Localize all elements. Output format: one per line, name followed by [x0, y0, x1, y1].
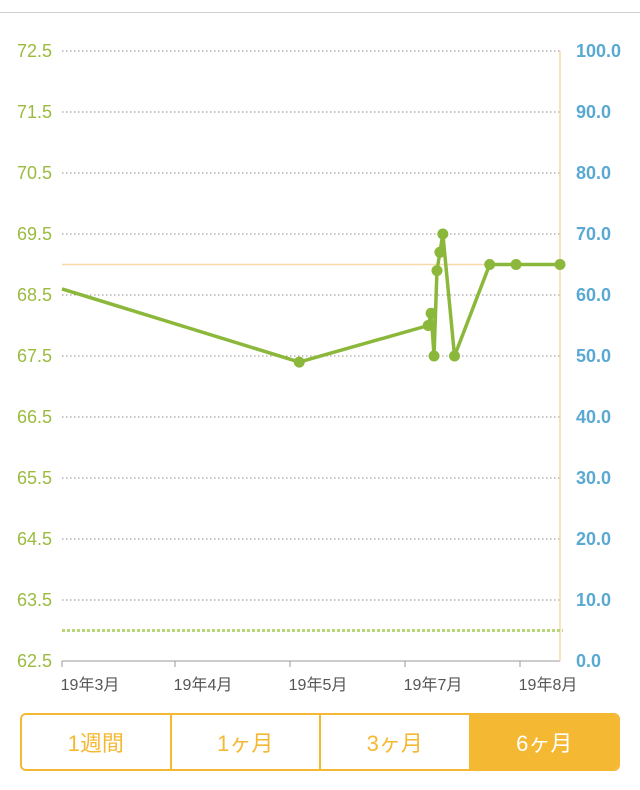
data-point [554, 259, 566, 270]
y-left-tick-label: 70.5 [17, 163, 52, 183]
data-point [425, 307, 437, 319]
y-left-tick-label: 65.5 [17, 468, 52, 488]
period-selector: 1週間 1ヶ月 3ヶ月 6ヶ月 [20, 713, 620, 771]
y-right-tick-label: 80.0 [576, 163, 611, 183]
period-1-month-button[interactable]: 1ヶ月 [171, 715, 321, 769]
data-point [437, 228, 449, 240]
y-right-tick-label: 70.0 [576, 224, 611, 244]
y-left-tick-label: 64.5 [17, 529, 52, 549]
y-right-tick-label: 90.0 [576, 102, 611, 122]
y-right-tick-label: 0.0 [576, 651, 601, 671]
y-left-tick-label: 72.5 [17, 41, 52, 61]
data-point [431, 265, 443, 277]
series-line [61, 232, 560, 364]
y-left-tick-label: 62.5 [17, 651, 52, 671]
x-tick-label: 19年4月 [174, 676, 233, 694]
top-bar [0, 0, 640, 13]
period-3-months-button[interactable]: 3ヶ月 [321, 715, 471, 769]
data-point [449, 350, 461, 362]
period-6-months-button[interactable]: 6ヶ月 [470, 715, 618, 769]
y-right-tick-label: 10.0 [576, 590, 611, 610]
y-left-tick-label: 63.5 [17, 590, 52, 610]
data-point [293, 356, 305, 368]
y-right-tick-label: 40.0 [576, 407, 611, 427]
y-right-tick-label: 100.0 [576, 41, 621, 61]
y-right-tick-label: 60.0 [576, 285, 611, 305]
x-tick-label: 19年8月 [519, 676, 578, 694]
y-left-tick-label: 66.5 [17, 407, 52, 427]
y-left-tick-label: 67.5 [17, 346, 52, 366]
y-right-tick-label: 20.0 [576, 529, 611, 549]
x-tick-label: 19年5月 [289, 676, 348, 694]
data-point [434, 246, 446, 258]
y-left-tick-label: 71.5 [17, 102, 52, 122]
period-1-week-button[interactable]: 1週間 [22, 715, 172, 769]
y-left-tick-label: 68.5 [17, 285, 52, 305]
data-point [484, 259, 496, 270]
data-point [428, 350, 440, 362]
y-right-tick-label: 50.0 [576, 346, 611, 366]
y-left-tick-label: 69.5 [17, 224, 52, 244]
data-point [422, 320, 434, 331]
x-tick-label: 19年3月 [61, 676, 120, 694]
weight-chart: 72.5 71.5 70.5 69.5 68.5 67.5 66.5 65.5 64.5 63.5… [17, 41, 621, 694]
y-right-tick-label: 30.0 [576, 468, 611, 488]
x-tick-label: 19年7月 [404, 676, 463, 694]
data-point [510, 259, 522, 270]
